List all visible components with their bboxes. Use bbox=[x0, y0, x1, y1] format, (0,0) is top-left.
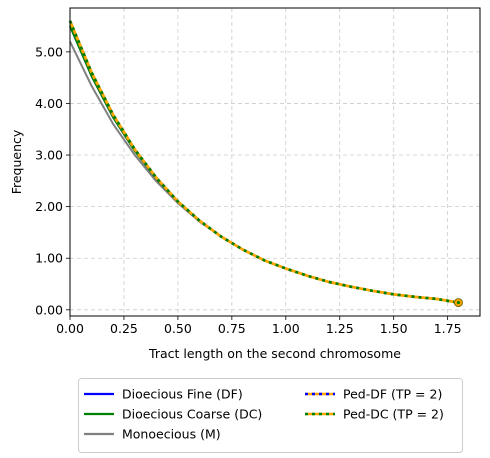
series-line-ped-dc-tp-2 bbox=[68, 20, 459, 304]
series-layer bbox=[68, 20, 463, 308]
legend-box bbox=[78, 378, 463, 453]
x-tick-label: 0.50 bbox=[164, 321, 192, 336]
legend-item-monoecious-m-label: Monoecious (M) bbox=[122, 427, 221, 442]
grid bbox=[69, 8, 480, 316]
y-tick-label: 1.00 bbox=[35, 251, 63, 266]
y-tick-label: 2.00 bbox=[35, 199, 63, 214]
y-tick-label: 3.00 bbox=[35, 148, 63, 163]
y-axis-label: Frequency bbox=[9, 129, 24, 194]
y-axis: 0.00 1.00 2.00 3.00 4.00 5.00 bbox=[35, 44, 70, 317]
x-tick-label: 1.00 bbox=[272, 321, 300, 336]
x-tick-label: 0.00 bbox=[56, 321, 84, 336]
legend-item-dioecious-coarse-dc-label: Dioecious Coarse (DC) bbox=[122, 407, 262, 422]
end-point-marker-center bbox=[456, 300, 461, 305]
legend-item-ped-dc-tp-2-label: Ped-DC (TP = 2) bbox=[343, 407, 444, 422]
y-tick-label: 4.00 bbox=[35, 96, 63, 111]
legend: Dioecious Fine (DF) Dioecious Coarse (DC)… bbox=[78, 378, 463, 453]
x-tick-label: 1.75 bbox=[434, 321, 462, 336]
series-line-monoecious-m bbox=[69, 41, 459, 304]
plot-frame bbox=[69, 7, 481, 317]
legend-item-dioecious-fine-df-label: Dioecious Fine (DF) bbox=[122, 387, 243, 402]
x-tick-label: 0.75 bbox=[218, 321, 246, 336]
x-tick-label: 1.50 bbox=[380, 321, 408, 336]
x-axis-label: Tract length on the second chromosome bbox=[148, 346, 401, 361]
legend-item-ped-df-tp-2-label: Ped-DF (TP = 2) bbox=[343, 387, 442, 402]
x-tick-label: 0.25 bbox=[110, 321, 138, 336]
y-tick-label: 5.00 bbox=[35, 44, 63, 59]
x-tick-label: 1.25 bbox=[326, 321, 354, 336]
x-axis: 0.00 0.25 0.50 0.75 1.00 1.25 1.50 1.75 bbox=[56, 316, 462, 336]
y-tick-label: 0.00 bbox=[35, 302, 63, 317]
